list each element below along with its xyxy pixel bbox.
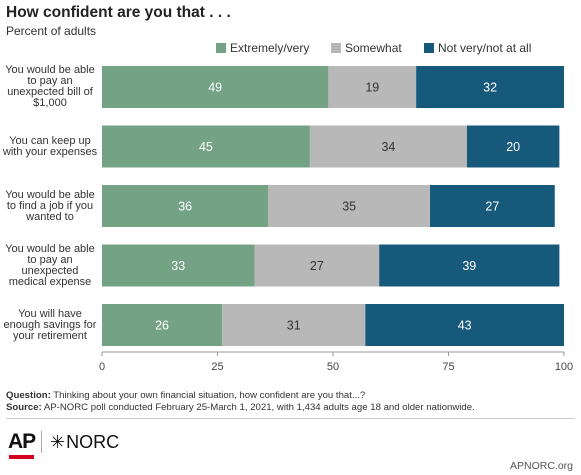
legend-swatch (331, 43, 341, 53)
legend-item-1: Extremely/very (216, 41, 309, 55)
source-text: AP-NORC poll conducted February 25-March… (41, 402, 475, 413)
bar-segment (102, 244, 255, 287)
legend-swatch (216, 43, 226, 53)
category-label-line: your retirement (13, 329, 87, 342)
category-label: You would be able to pay an unexpected medi… (2, 242, 98, 288)
category-label-line: with your expenses (2, 145, 98, 158)
x-tick-label: 50 (327, 361, 339, 373)
norc-logo-text: NORC (66, 432, 120, 452)
chart-subtitle: Percent of adults (6, 24, 97, 38)
bar-segment (466, 125, 560, 168)
category-label-line: $1,000 (33, 97, 67, 109)
bar-segment (365, 304, 564, 346)
category-label-line: unexpected bill of (7, 86, 93, 98)
bar-value-label: 34 (381, 140, 395, 154)
bar-segment (268, 185, 431, 227)
bar-segment (254, 244, 380, 287)
legend-label: Extremely/very (230, 41, 310, 55)
bar-segment (309, 125, 467, 168)
category-label-line: unexpected (21, 264, 79, 277)
bar-segment (222, 304, 366, 346)
x-tick-label: 100 (555, 361, 573, 373)
legend-item-3: Not very/not at all (424, 41, 531, 55)
stacked-bar-chart: 49 19 32 45 34 20 36 35 27 33 27 39 26 31 43 0 25 50 75 100 (99, 66, 573, 373)
question-text: Thinking about your own financial situat… (50, 390, 366, 401)
norc-logo: ✳NORC (50, 432, 119, 453)
bar-segment (416, 66, 564, 108)
bar-value-label: 27 (310, 259, 324, 273)
footer-divider (6, 418, 575, 419)
category-label: You will have enough savings for your reti… (2, 307, 98, 342)
bar-value-label: 20 (506, 140, 520, 154)
bar-value-label: 31 (287, 319, 301, 333)
category-label-line: enough savings for (3, 318, 97, 331)
legend-label: Not very/not at all (438, 41, 532, 55)
category-label-line: medical expense (8, 275, 92, 288)
source-label: Source: (6, 402, 42, 413)
x-tick-label: 75 (442, 361, 454, 373)
category-label-line: You can keep up (9, 134, 91, 147)
question-label: Question: (6, 390, 51, 401)
logo-separator (41, 431, 42, 453)
bar-segment (430, 185, 555, 227)
legend-swatch (424, 43, 434, 53)
question-note: Question: Thinking about your own financ… (6, 390, 475, 402)
bar-segment (102, 185, 269, 227)
category-label-line: to pay an (27, 253, 73, 266)
chart-notes: Question: Thinking about your own financ… (6, 390, 475, 414)
ap-logo-underline (9, 455, 34, 459)
category-label-line: to pay an (27, 75, 73, 87)
bar-value-label: 19 (365, 81, 379, 95)
category-label: You can keep up with your expenses (2, 134, 98, 158)
legend-label: Somewhat (345, 41, 402, 55)
bar-segment (102, 304, 223, 346)
category-label-line: You would be able (5, 64, 95, 76)
bar-value-label: 45 (199, 140, 213, 154)
bar-value-label: 43 (458, 319, 472, 333)
bar-value-label: 49 (208, 81, 222, 95)
chart-title: How confident are you that . . . (6, 4, 231, 21)
legend-item-2: Somewhat (331, 41, 402, 55)
source-note: Source: AP-NORC poll conducted February … (6, 402, 475, 414)
norc-star-icon: ✳ (50, 432, 66, 452)
bar-value-label: 39 (462, 259, 476, 273)
bar-value-label: 35 (342, 200, 356, 214)
category-label: You would be able to pay an unexpected bil… (2, 65, 98, 109)
bar-value-label: 36 (178, 200, 192, 214)
bar-value-label: 27 (485, 200, 499, 214)
bar-value-label: 32 (483, 81, 497, 95)
category-label-line: You would be able (5, 188, 95, 201)
category-label-line: You will have (18, 307, 82, 320)
category-label-line: to find a job if you (6, 199, 94, 212)
legend: Extremely/very Somewhat Not very/not at al… (0, 41, 581, 57)
x-tick-label: 25 (211, 361, 223, 373)
category-label-line: You would be able (5, 242, 95, 255)
bar-segment (102, 125, 310, 168)
bar-value-label: 26 (155, 319, 169, 333)
x-tick-label: 0 (99, 361, 105, 373)
bar-segment (102, 66, 329, 108)
bar-segment (379, 244, 560, 287)
category-label-line: wanted to (26, 210, 74, 223)
category-label: You would be able to find a job if you wan… (2, 188, 98, 223)
ap-logo: AP (8, 430, 36, 453)
site-url: APNORC.org (509, 460, 573, 472)
bar-segment (328, 66, 417, 108)
bar-value-label: 33 (171, 259, 185, 273)
